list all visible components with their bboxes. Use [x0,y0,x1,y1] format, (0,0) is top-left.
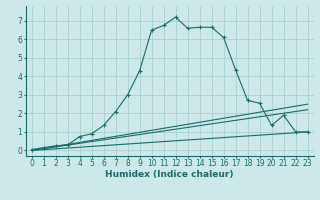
X-axis label: Humidex (Indice chaleur): Humidex (Indice chaleur) [105,170,234,179]
